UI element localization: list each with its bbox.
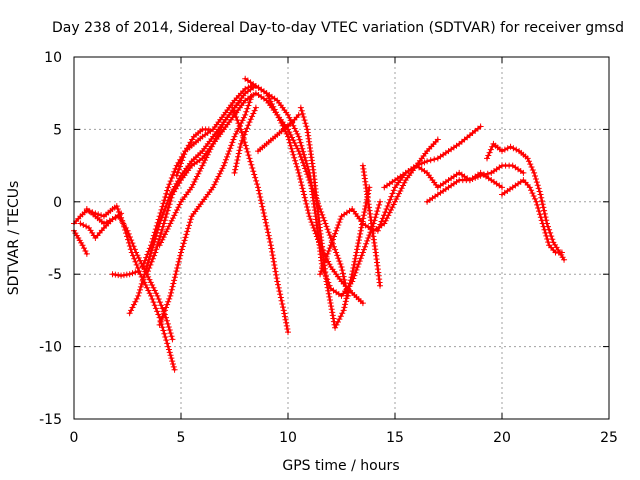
series-markers (109, 268, 142, 279)
plot-frame (73, 56, 610, 420)
x-axis-label: GPS time / hours (282, 458, 399, 474)
axis-ticks: 0 5 10 15 20 25 -15 -10 -5 0 5 10 (39, 50, 618, 446)
series-markers (317, 136, 441, 278)
x-tick-label: 25 (600, 430, 618, 446)
series-arc-12 (229, 104, 291, 336)
y-tick-label: 0 (53, 195, 62, 211)
series-arc-4 (77, 210, 125, 241)
y-axis-label: SDTVAR / TECUs (6, 181, 22, 296)
x-tick-label: 20 (493, 430, 511, 446)
series-line (72, 229, 89, 256)
series-markers (297, 104, 373, 331)
series-markers (381, 162, 505, 191)
series-markers (173, 126, 212, 179)
series-arc-19 (374, 123, 484, 234)
series-arc-21 (424, 162, 527, 205)
y-tick-label: -15 (39, 412, 62, 428)
series-arc-10 (173, 126, 212, 179)
series-arc-23 (499, 177, 565, 256)
chart-title: Day 238 of 2014, Sidereal Day-to-day VTE… (52, 20, 624, 36)
series-arc-15 (242, 75, 384, 299)
series-markers (77, 210, 125, 241)
series-markers (255, 111, 302, 155)
series-arc-20 (381, 162, 505, 191)
series-markers (156, 93, 255, 328)
series-markers (229, 104, 291, 336)
y-tick-label: 5 (53, 122, 62, 138)
series-line (485, 142, 566, 261)
x-tick-label: 15 (386, 430, 404, 446)
series-markers (424, 162, 527, 205)
series-arc-18 (359, 162, 384, 289)
series-markers (499, 177, 565, 256)
series-markers (156, 82, 366, 307)
series-markers (484, 140, 568, 263)
x-tick-label: 10 (279, 430, 297, 446)
y-tick-label: 10 (44, 50, 62, 66)
y-tick-label: -10 (39, 340, 62, 356)
series-arc-7 (139, 82, 255, 270)
series-arc-13 (231, 104, 259, 176)
series-arc-14 (255, 111, 302, 155)
series-markers (242, 75, 384, 299)
series-arc-9 (156, 82, 366, 307)
series-markers (231, 104, 259, 176)
series-arc-2 (71, 227, 90, 257)
series-arc-22 (484, 140, 568, 263)
series-arc-6 (126, 97, 244, 317)
series-arc-5 (109, 268, 142, 279)
series-markers (126, 97, 244, 317)
y-tick-label: -5 (48, 267, 62, 283)
data-series (71, 75, 568, 373)
series-markers (359, 162, 384, 289)
series-arc-16 (297, 104, 373, 331)
x-tick-label: 0 (70, 430, 79, 446)
x-tick-label: 5 (177, 430, 186, 446)
